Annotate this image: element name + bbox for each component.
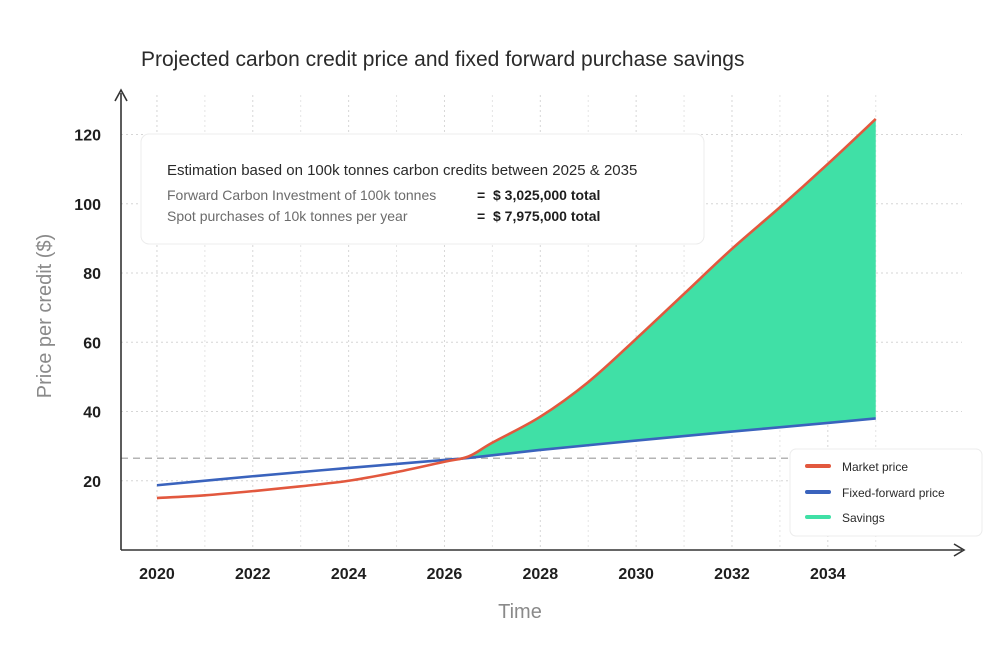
annotation-heading: Estimation based on 100k tonnes carbon c… [167, 162, 637, 179]
legend-label-fixed-forward: Fixed-forward price [842, 486, 945, 500]
y-tick-label: 80 [83, 266, 101, 283]
chart-title: Projected carbon credit price and fixed … [141, 48, 744, 71]
y-axis-label: Price per credit ($) [34, 234, 56, 399]
y-tick-label: 100 [74, 197, 101, 214]
x-axis-arrow-icon [953, 543, 966, 557]
annotation-row-label: Spot purchases of 10k tonnes per year [167, 208, 408, 224]
annotation-box: Estimation based on 100k tonnes carbon c… [140, 133, 705, 245]
x-tick-label: 2020 [139, 566, 175, 583]
y-tick-labels: 20 40 60 80 100 120 [74, 128, 101, 491]
legend-background [789, 448, 983, 537]
x-tick-label: 2024 [331, 566, 367, 583]
savings-area [468, 118, 876, 458]
y-axis-arrow-icon [114, 88, 128, 102]
x-axis-label: Time [498, 601, 542, 623]
x-tick-label: 2022 [235, 566, 271, 583]
y-tick-label: 20 [83, 474, 101, 491]
x-tick-label: 2034 [810, 566, 846, 583]
x-tick-label: 2028 [523, 566, 559, 583]
series-line-fixed-forward [156, 417, 876, 487]
annotation-row-value: $ 7,975,000 total [493, 208, 600, 224]
annotation-row-eq: = [477, 208, 485, 224]
annotation-background [140, 133, 705, 245]
legend-label-market: Market price [842, 460, 908, 474]
x-tick-label: 2032 [714, 566, 750, 583]
annotation-row-eq: = [477, 187, 485, 203]
y-tick-label: 120 [74, 128, 101, 145]
y-tick-label: 40 [83, 405, 101, 422]
x-tick-label: 2026 [427, 566, 463, 583]
legend-label-savings: Savings [842, 511, 885, 525]
x-tick-labels: 2020 2022 2024 2026 2028 2030 2032 2034 [139, 566, 846, 583]
x-tick-label: 2030 [618, 566, 654, 583]
series-line-market [156, 118, 877, 500]
annotation-row-value: $ 3,025,000 total [493, 187, 600, 203]
axes [114, 88, 966, 557]
annotation-row-label: Forward Carbon Investment of 100k tonnes [167, 187, 436, 203]
legend: Market price Fixed-forward price Savings [789, 448, 983, 537]
y-tick-label: 60 [83, 335, 101, 352]
